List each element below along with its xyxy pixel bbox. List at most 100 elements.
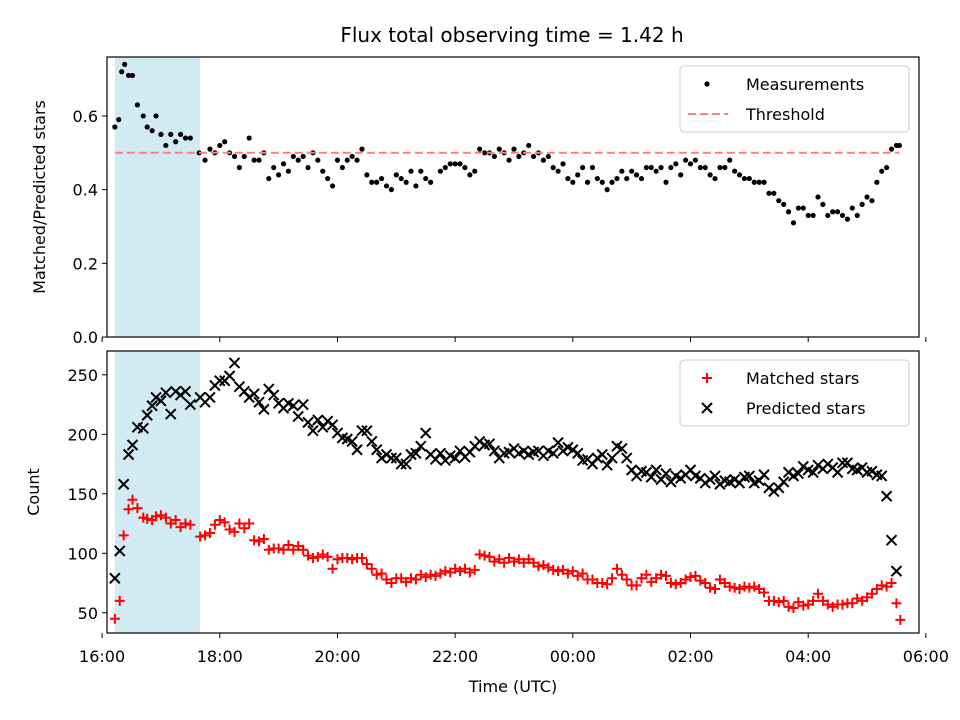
data-point — [609, 179, 615, 185]
legend-marker — [702, 373, 712, 383]
data-point — [852, 593, 863, 604]
axes-frame — [106, 56, 920, 338]
data-point — [342, 553, 353, 564]
data-point — [658, 164, 664, 171]
data-point — [248, 388, 260, 400]
legend-marker — [701, 402, 713, 414]
data-point — [633, 172, 640, 178]
data-point — [231, 153, 238, 160]
data-point — [376, 568, 387, 579]
data-point — [743, 470, 756, 482]
data-point — [619, 168, 625, 174]
data-point — [792, 467, 805, 480]
data-point — [127, 494, 138, 505]
data-point — [204, 528, 215, 539]
data-point — [153, 113, 159, 119]
data-point — [673, 161, 679, 167]
data-point — [854, 212, 860, 219]
data-point — [339, 164, 345, 171]
data-point — [690, 570, 701, 581]
y-tick-label: 100 — [67, 544, 98, 563]
data-point — [835, 209, 841, 215]
data-point — [572, 447, 584, 460]
y-tick-label: 50 — [78, 604, 98, 623]
data-point — [455, 566, 466, 577]
data-point — [400, 458, 412, 470]
data-point — [114, 545, 126, 557]
data-point — [315, 157, 321, 163]
data-point — [547, 447, 559, 460]
data-point — [374, 179, 380, 185]
data-point — [790, 220, 797, 226]
data-point — [788, 603, 799, 614]
data-point — [180, 518, 191, 529]
data-point — [222, 139, 228, 145]
data-point — [297, 398, 309, 411]
data-point — [303, 550, 314, 561]
data-point — [601, 459, 613, 471]
data-point — [506, 157, 512, 163]
data-point — [160, 512, 171, 523]
data-point — [805, 212, 811, 219]
data-point — [361, 425, 373, 437]
data-point — [256, 157, 262, 163]
data-point — [312, 414, 324, 426]
data-point — [137, 422, 149, 435]
data-point — [830, 209, 836, 215]
data-point — [140, 113, 146, 119]
data-point — [631, 580, 642, 591]
data-point — [641, 569, 652, 580]
data-point — [516, 153, 522, 160]
data-point — [214, 514, 225, 525]
data-point — [876, 580, 887, 591]
data-point — [469, 564, 480, 575]
data-point — [550, 164, 556, 171]
data-point — [695, 575, 706, 586]
data-point — [616, 569, 627, 580]
legend-box — [679, 359, 910, 427]
data-point — [452, 161, 458, 167]
x-tick-label: 22:00 — [432, 647, 478, 666]
data-point — [847, 598, 858, 609]
data-point — [280, 161, 287, 167]
data-point — [700, 578, 711, 589]
data-point — [141, 409, 153, 421]
data-point — [477, 146, 483, 152]
data-point — [810, 212, 816, 219]
data-point — [378, 175, 385, 182]
data-point — [371, 569, 382, 580]
data-point — [552, 436, 564, 449]
data-point — [223, 370, 236, 382]
data-point — [292, 410, 304, 423]
data-point — [151, 511, 162, 522]
series-measurements — [112, 61, 902, 226]
data-point — [415, 569, 426, 580]
data-point — [254, 536, 265, 547]
data-point — [118, 530, 129, 541]
data-point — [781, 201, 787, 207]
data-point — [320, 168, 326, 174]
legend-box — [679, 65, 910, 133]
data-point — [236, 164, 242, 171]
data-point — [864, 194, 870, 200]
data-point — [146, 400, 158, 412]
data-point — [766, 190, 772, 196]
data-point — [117, 478, 130, 490]
data-point — [224, 524, 235, 535]
y-tick-label: 0.0 — [73, 328, 98, 347]
data-point — [290, 153, 296, 160]
data-point — [749, 581, 760, 592]
data-point — [202, 157, 208, 163]
data-point — [479, 550, 490, 561]
data-point — [298, 544, 309, 555]
data-point — [584, 179, 591, 185]
data-point — [204, 391, 216, 404]
data-point — [736, 172, 743, 178]
data-point — [808, 595, 819, 606]
data-point — [526, 142, 532, 149]
data-point — [302, 416, 314, 429]
y-tick-label: 0.6 — [73, 107, 98, 126]
data-point — [278, 544, 289, 555]
data-point — [849, 205, 855, 211]
data-point — [722, 164, 728, 171]
